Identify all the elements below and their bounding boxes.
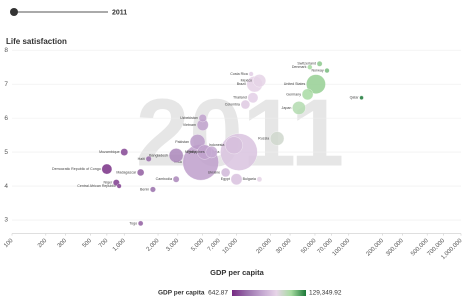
bubble [292, 101, 306, 115]
bubble [221, 167, 231, 178]
bubbles: ChinaIndiaUnited StatesIndonesiaBrazilPa… [52, 60, 364, 227]
country-label: Germany [286, 92, 301, 96]
x-tick-label: 2,000 [146, 237, 161, 252]
bubble [240, 99, 251, 110]
bubble [172, 176, 180, 183]
y-axis-label: Life satisfaction [6, 37, 67, 46]
bubble [168, 148, 184, 163]
country-label: Haiti [138, 157, 145, 161]
legend-max: 129,349.92 [309, 290, 342, 297]
bubble [198, 114, 207, 123]
country-label: Uzbekistan [180, 116, 198, 120]
bubble [316, 60, 323, 67]
country-label: Indonesia [209, 143, 225, 147]
y-tick-label: 3 [4, 217, 8, 224]
x-tick-label: 100,000 [332, 237, 352, 257]
bubble [307, 64, 313, 70]
y-tick-label: 6 [4, 115, 8, 122]
x-axis-label: GDP per capita [210, 268, 264, 277]
x-tick-label: 3,000 [165, 237, 180, 252]
x-tick-label: 200,000 [365, 237, 385, 257]
country-label: Nigeria [185, 150, 196, 154]
bubble [359, 95, 364, 100]
x-tick-label: 300,000 [385, 237, 405, 257]
bubble [145, 155, 152, 162]
legend-min: 642.87 [208, 290, 228, 297]
bubble [230, 173, 243, 185]
country-label: Madagascar [116, 170, 137, 174]
bubble [270, 131, 285, 146]
country-label: Mexico [241, 79, 252, 83]
country-label: Central African Republic [77, 184, 116, 188]
y-tick-label: 7 [4, 81, 8, 88]
country-label: Philippines [187, 150, 205, 154]
bubble [301, 88, 314, 101]
country-label: Japan [282, 106, 292, 110]
country-label: Benin [140, 187, 149, 191]
country-label: United States [284, 82, 306, 86]
bubble [137, 220, 144, 227]
bubble [101, 163, 113, 175]
bubble [256, 176, 263, 182]
country-label: Cambodia [156, 177, 172, 181]
country-label: Vietnam [183, 123, 196, 127]
country-label: Niger [104, 181, 113, 185]
y-tick-label: 5 [4, 149, 8, 156]
legend-title: GDP per capita [158, 290, 205, 297]
country-label: Qatar [350, 96, 360, 100]
country-label: Bangladesh [149, 153, 168, 157]
bubble [137, 168, 145, 177]
country-label: Russia [258, 136, 269, 140]
x-tick-label: 20,000 [256, 237, 274, 255]
country-label: Pakistan [175, 140, 189, 144]
country-label: Bulgaria [243, 177, 256, 181]
bubble [116, 183, 122, 189]
x-tick-label: 500 [82, 237, 94, 249]
timeline-year: 2011 [112, 9, 127, 16]
country-label: Mozambique [99, 150, 120, 154]
country-label: Colombia [225, 102, 240, 106]
country-label: Denmark [292, 65, 307, 69]
x-tick-label: 1,000 [112, 237, 127, 252]
x-tick-label: 300 [57, 237, 69, 249]
x-tick-label: 200 [37, 237, 49, 249]
x-tick-label: 100 [3, 237, 15, 249]
country-label: Norway [311, 69, 323, 73]
bubble [252, 74, 266, 88]
bubble [306, 74, 326, 94]
legend-gradient [232, 290, 306, 296]
country-label: Brazil [237, 82, 246, 86]
bubble [324, 68, 330, 74]
bubble [205, 146, 218, 159]
x-tick-label: 7,000 [207, 237, 222, 252]
country-label: Costa Rica [230, 72, 248, 76]
timeline-handle[interactable] [10, 8, 18, 16]
x-tick-label: 700 [98, 237, 110, 249]
x-tick-label: 30,000 [275, 237, 293, 255]
bubble [120, 148, 129, 156]
bubble [248, 71, 254, 77]
y-tick-label: 4 [4, 183, 8, 190]
x-tick-label: 10,000 [222, 237, 240, 255]
bubble [225, 136, 243, 155]
country-label: Togo [129, 221, 137, 225]
country-label: Egypt [221, 177, 230, 181]
country-label: Ukraine [208, 170, 220, 174]
y-tick-label: 8 [4, 47, 8, 54]
x-tick-label: 5,000 [190, 237, 205, 252]
x-tick-label: 50,000 [300, 237, 318, 255]
country-label: Switzerland [297, 62, 316, 66]
bubble [247, 92, 259, 104]
country-label: Democratic Republic of Congo [52, 167, 101, 171]
bubble [150, 186, 156, 193]
country-label: Thailand [233, 96, 247, 100]
